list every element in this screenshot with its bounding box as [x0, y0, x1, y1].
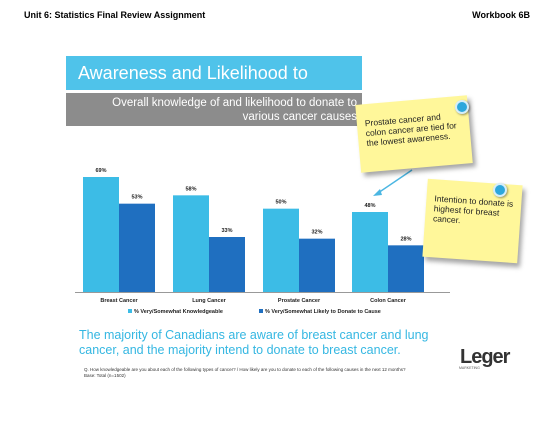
bar-knowledgeable-1	[173, 195, 209, 292]
legend-swatch	[128, 309, 132, 313]
bar-knowledgeable-2	[263, 208, 299, 292]
category-label: Colon Cancer	[370, 298, 407, 304]
data-label: 50%	[275, 200, 286, 206]
footnote-question: Q. How knowledgeable are you about each …	[84, 367, 406, 372]
bar-likely-donate-2	[299, 238, 335, 292]
data-label: 48%	[364, 203, 375, 209]
legend-label: % Very/Somewhat Knowledgeable	[134, 309, 223, 315]
data-label: 53%	[131, 195, 142, 201]
sticky-note-donation: Intention to donate is highest for breas…	[422, 178, 523, 264]
data-label: 58%	[185, 186, 196, 192]
footnote-base: Base: Total (n=1502)	[84, 373, 126, 378]
subtitle-line-2: various cancer causes	[242, 111, 357, 123]
category-label: Prostate Cancer	[278, 298, 321, 304]
leger-logo-sub: MARKETING	[459, 366, 480, 370]
bar-likely-donate-0	[119, 203, 155, 292]
bar-knowledgeable-0	[83, 177, 119, 292]
conclusion-text: The majority of Canadians are aware of b…	[79, 328, 429, 357]
header-unit-title: Unit 6: Statistics Final Review Assignme…	[24, 10, 206, 20]
header-workbook: Workbook 6B	[472, 10, 530, 20]
data-label: 28%	[400, 236, 411, 242]
category-label: Lung Cancer	[192, 298, 226, 304]
bar-likely-donate-3	[388, 245, 424, 292]
slide-subtitle: Overall knowledge of and likelihood to d…	[66, 93, 362, 126]
data-label: 33%	[221, 228, 232, 234]
data-label: 32%	[311, 230, 322, 236]
bar-likely-donate-1	[209, 237, 245, 292]
annotation-arrow	[377, 169, 413, 194]
data-label: 69%	[95, 168, 106, 174]
footnote: Q. How knowledgeable are you about each …	[84, 367, 405, 379]
subtitle-line-1: Overall knowledge of and likelihood to d…	[112, 97, 357, 109]
bar-knowledgeable-3	[352, 212, 388, 292]
pushpin-icon	[493, 183, 507, 197]
legend-swatch	[259, 309, 263, 313]
legend-label: % Very/Somewhat Likely to Donate to Caus…	[265, 309, 381, 315]
pushpin-icon	[455, 100, 469, 114]
category-label: Breast Cancer	[100, 298, 138, 304]
annotation-arrowhead	[373, 189, 382, 196]
leger-logo: Leger	[460, 346, 510, 368]
